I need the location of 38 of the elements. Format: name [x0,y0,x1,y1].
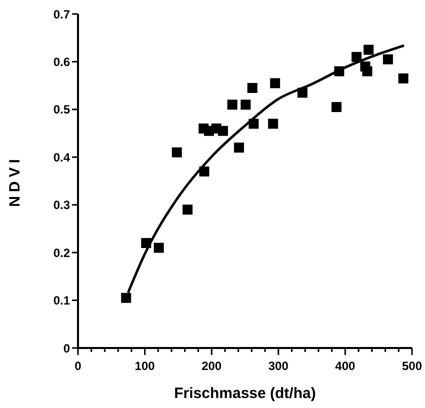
y-tick-label: 0.1 [53,294,70,308]
point [332,102,342,112]
point [334,66,344,76]
point [227,100,238,110]
point [121,292,132,303]
y-tick-label: 0.7 [53,7,70,22]
point [352,52,362,62]
x-axis-title: Frischmasse (dt/ha) [174,385,316,402]
point [297,88,308,98]
point [218,126,228,136]
point [240,100,251,110]
point [362,66,372,76]
y-tick-label: 0.3 [53,198,70,212]
x-tick-label: 0 [74,359,82,373]
y-tick-label: 0.2 [53,246,70,260]
y-tick-label: 0.6 [53,54,70,69]
point [268,118,278,129]
point [182,204,193,215]
x-tick-label: 400 [335,359,356,373]
y-tick-label: 0.4 [53,150,70,164]
point [154,242,164,253]
point [199,166,210,176]
point [172,147,182,158]
x-tick-label: 200 [202,359,222,373]
x-tick-label: 500 [402,359,422,373]
point [141,238,152,248]
y-tick-label: 0 [63,341,70,356]
point [382,54,393,64]
point [248,118,259,129]
y-tick-label: 0.5 [53,102,70,117]
x-tick-label: 100 [134,359,156,373]
point [364,44,374,55]
x-tick-label: 300 [268,359,289,373]
point [247,82,258,93]
y-axis-title: NDVI [6,155,24,207]
point [234,142,244,153]
point [270,78,280,88]
point [398,73,408,84]
